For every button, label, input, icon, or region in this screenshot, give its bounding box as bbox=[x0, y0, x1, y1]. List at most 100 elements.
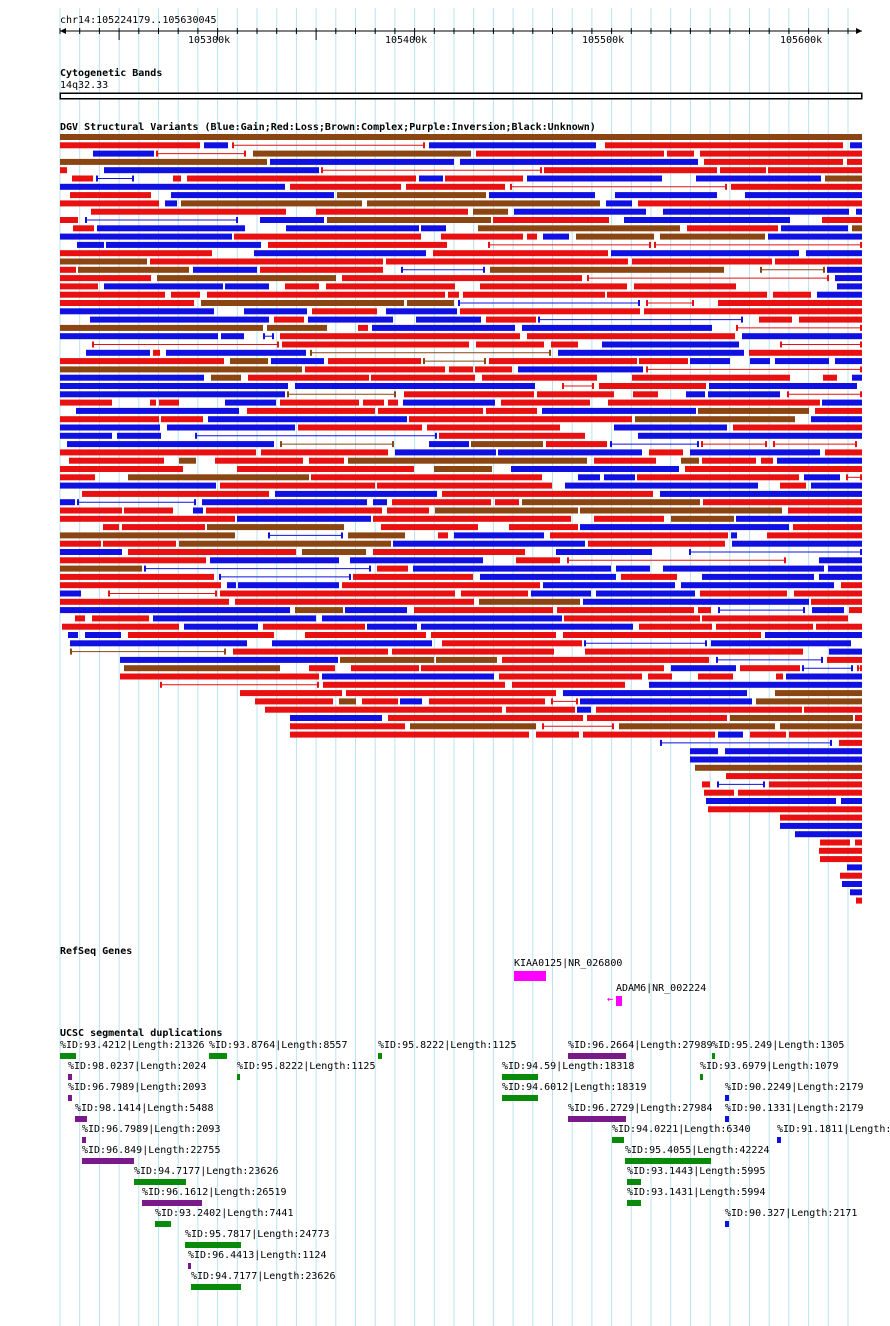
segdup-feature[interactable] bbox=[777, 1137, 781, 1143]
dgv-variant[interactable] bbox=[514, 208, 646, 215]
gene-adam6[interactable] bbox=[616, 996, 622, 1006]
dgv-variant[interactable] bbox=[207, 291, 445, 298]
dgv-variant[interactable] bbox=[704, 789, 734, 796]
dgv-variant[interactable] bbox=[386, 308, 457, 315]
dgv-variant[interactable] bbox=[235, 598, 474, 605]
gene-adam6-arrow-icon[interactable]: ← bbox=[607, 994, 614, 1005]
dgv-variant[interactable] bbox=[419, 175, 443, 182]
dgv-variant[interactable] bbox=[416, 316, 481, 323]
dgv-variant[interactable] bbox=[153, 615, 316, 622]
dgv-variant[interactable] bbox=[852, 225, 862, 232]
dgv-variant[interactable] bbox=[77, 241, 104, 248]
dgv-variant[interactable] bbox=[531, 590, 591, 597]
dgv-variant[interactable] bbox=[624, 217, 790, 223]
dgv-variant[interactable] bbox=[342, 582, 540, 589]
dgv-variant[interactable] bbox=[711, 640, 851, 647]
dgv-variant[interactable] bbox=[181, 200, 362, 207]
dgv-variant[interactable] bbox=[179, 540, 391, 547]
dgv-variant[interactable] bbox=[795, 831, 862, 838]
dgv-variant[interactable] bbox=[230, 358, 268, 365]
dgv-variant[interactable] bbox=[543, 233, 569, 240]
dgv-variant[interactable] bbox=[371, 374, 475, 381]
dgv-variant[interactable] bbox=[765, 632, 862, 638]
dgv-variant[interactable] bbox=[700, 150, 862, 157]
dgv-variant[interactable] bbox=[392, 499, 491, 506]
dgv-variant[interactable] bbox=[822, 399, 862, 406]
segdup-feature[interactable] bbox=[625, 1158, 711, 1164]
dgv-variant[interactable] bbox=[90, 316, 269, 323]
dgv-variant[interactable] bbox=[70, 640, 247, 647]
dgv-variant[interactable] bbox=[686, 391, 705, 398]
dgv-variant[interactable] bbox=[305, 366, 445, 373]
dgv-variant[interactable] bbox=[227, 582, 236, 589]
dgv-variant[interactable] bbox=[60, 590, 81, 597]
dgv-variant[interactable] bbox=[512, 681, 625, 688]
dgv-variant[interactable] bbox=[350, 557, 483, 564]
dgv-variant[interactable] bbox=[793, 524, 862, 531]
dgv-variant[interactable] bbox=[60, 200, 159, 207]
dgv-variant[interactable] bbox=[202, 499, 367, 506]
dgv-variant[interactable] bbox=[448, 291, 459, 298]
dgv-variant[interactable] bbox=[395, 449, 496, 456]
segdup-feature[interactable] bbox=[134, 1179, 186, 1185]
dgv-variant[interactable] bbox=[767, 532, 862, 539]
dgv-variant[interactable] bbox=[454, 532, 544, 539]
dgv-variant[interactable] bbox=[749, 349, 862, 356]
dgv-variant[interactable] bbox=[431, 632, 556, 638]
dgv-variant[interactable] bbox=[157, 275, 336, 282]
dgv-variant[interactable] bbox=[708, 391, 780, 398]
segdup-feature[interactable] bbox=[568, 1116, 626, 1122]
dgv-variant[interactable] bbox=[60, 374, 204, 381]
dgv-variant[interactable] bbox=[238, 582, 339, 589]
dgv-variant[interactable] bbox=[60, 250, 212, 257]
dgv-variant[interactable] bbox=[806, 250, 862, 257]
dgv-variant[interactable] bbox=[663, 565, 824, 572]
dgv-variant[interactable] bbox=[841, 582, 862, 589]
dgv-variant[interactable] bbox=[92, 615, 149, 622]
dgv-variant[interactable] bbox=[633, 391, 658, 398]
dgv-variant[interactable] bbox=[60, 573, 214, 580]
dgv-variant[interactable] bbox=[60, 565, 142, 572]
dgv-variant[interactable] bbox=[820, 839, 850, 846]
dgv-variant[interactable] bbox=[565, 482, 758, 489]
dgv-variant[interactable] bbox=[730, 715, 853, 721]
dgv-variant[interactable] bbox=[409, 416, 632, 423]
dgv-variant[interactable] bbox=[60, 515, 235, 522]
dgv-variant[interactable] bbox=[60, 424, 160, 431]
dgv-variant[interactable] bbox=[780, 723, 862, 730]
dgv-variant[interactable] bbox=[311, 474, 542, 481]
dgv-variant[interactable] bbox=[70, 192, 151, 199]
dgv-variant[interactable] bbox=[811, 598, 862, 605]
dgv-variant[interactable] bbox=[445, 175, 523, 182]
dgv-variant[interactable] bbox=[518, 366, 643, 373]
dgv-variant[interactable] bbox=[756, 698, 862, 705]
dgv-variant[interactable] bbox=[312, 308, 377, 315]
dgv-variant[interactable] bbox=[60, 432, 112, 439]
dgv-variant[interactable] bbox=[60, 549, 122, 555]
segdup-feature[interactable] bbox=[185, 1242, 241, 1248]
dgv-variant[interactable] bbox=[498, 449, 642, 456]
dgv-variant[interactable] bbox=[827, 266, 862, 273]
dgv-variant[interactable] bbox=[271, 358, 324, 365]
dgv-variant[interactable] bbox=[362, 698, 398, 705]
dgv-variant[interactable] bbox=[233, 648, 388, 655]
dgv-variant[interactable] bbox=[263, 623, 365, 630]
dgv-variant[interactable] bbox=[60, 598, 229, 605]
dgv-variant[interactable] bbox=[638, 432, 862, 439]
dgv-variant[interactable] bbox=[400, 698, 422, 705]
dgv-variant[interactable] bbox=[290, 183, 401, 190]
dgv-variant[interactable] bbox=[429, 441, 469, 448]
segdup-feature[interactable] bbox=[725, 1116, 729, 1122]
dgv-variant[interactable] bbox=[696, 175, 821, 182]
segdup-feature[interactable] bbox=[627, 1179, 641, 1185]
dgv-variant[interactable] bbox=[580, 507, 782, 514]
dgv-variant[interactable] bbox=[298, 424, 422, 431]
dgv-variant[interactable] bbox=[780, 822, 862, 829]
dgv-variant[interactable] bbox=[522, 499, 700, 506]
dgv-variant[interactable] bbox=[594, 515, 664, 522]
dgv-variant[interactable] bbox=[387, 507, 429, 514]
dgv-variant[interactable] bbox=[847, 864, 862, 871]
dgv-variant[interactable] bbox=[237, 515, 371, 522]
segdup-feature[interactable] bbox=[712, 1053, 715, 1059]
dgv-variant[interactable] bbox=[367, 200, 600, 207]
